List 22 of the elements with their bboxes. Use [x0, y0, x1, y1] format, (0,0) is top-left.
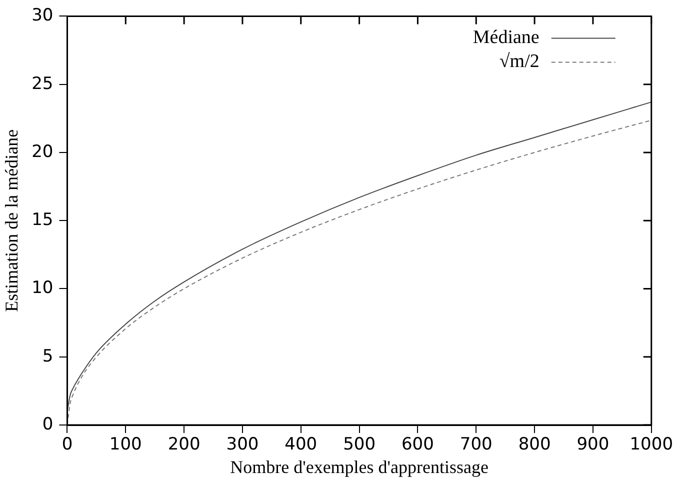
x-tick-label: 0 — [62, 434, 73, 455]
x-tick-label: 1000 — [630, 434, 673, 455]
legend-label: Médiane — [472, 27, 540, 48]
x-tick-label: 800 — [518, 434, 551, 455]
x-tick-label: 200 — [168, 434, 200, 455]
x-axis-title: Nombre d'exemples d'apprentissage — [230, 456, 489, 477]
x-tick-label: 500 — [343, 434, 376, 455]
y-tick-label: 20 — [32, 142, 54, 162]
x-tick-label: 400 — [284, 434, 318, 455]
y-tick-label: 15 — [32, 210, 54, 230]
y-tick-label: 0 — [42, 414, 54, 434]
x-tick-label: 900 — [576, 434, 610, 455]
y-tick-label: 5 — [42, 346, 54, 366]
y-tick-label: 25 — [32, 74, 54, 94]
x-tick-label: 300 — [226, 434, 259, 455]
y-axis-title: Estimation de la médiane — [2, 129, 22, 312]
x-tick-label: 600 — [401, 434, 434, 455]
x-tick-label: 700 — [460, 434, 492, 455]
x-tick-label: 100 — [109, 434, 142, 455]
y-tick-label: 30 — [32, 6, 54, 26]
y-tick-label: 10 — [32, 278, 54, 298]
legend-label: √m/2 — [499, 51, 540, 72]
